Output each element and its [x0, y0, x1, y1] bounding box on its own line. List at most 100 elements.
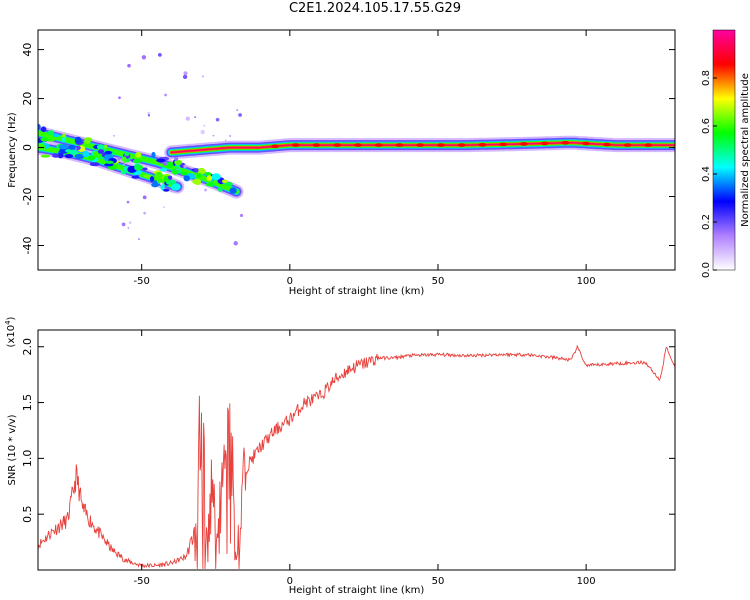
colorbar: 0.0 0.2 0.4 0.6 0.8 Normalized spectral ampli… — [701, 29, 750, 278]
spectral-speckle — [147, 111, 151, 115]
spectral-blob — [122, 156, 127, 164]
spectral-blob — [97, 149, 105, 154]
spectral-blob — [67, 144, 76, 151]
spectral-blob — [160, 183, 165, 191]
spectral-blob — [104, 163, 114, 167]
spectral-speckle — [157, 52, 162, 57]
spectral-speckle — [164, 93, 167, 97]
spectral-blob — [40, 154, 50, 158]
hot-spot — [374, 143, 383, 147]
spectral-speckle — [121, 222, 126, 227]
spectral-speckle — [224, 139, 227, 141]
spectral-blob — [82, 150, 90, 158]
hot-spot — [478, 142, 487, 147]
colorbar-tick-label: 0.4 — [701, 166, 712, 182]
hot-spot — [644, 143, 653, 147]
x-tick-label: 50 — [432, 276, 445, 287]
hot-spot — [499, 142, 508, 147]
y-tick-label: -40 — [21, 237, 34, 255]
y-tick-label: 0.5 — [21, 505, 34, 523]
spectral-blob — [74, 136, 82, 144]
snr-background — [38, 330, 675, 570]
spectral-speckle — [163, 206, 165, 209]
spectral-speckle — [233, 241, 238, 246]
y-tick-label: 0 — [21, 144, 34, 151]
y-tick-label: 1.5 — [21, 394, 34, 412]
spectral-blob — [166, 180, 172, 185]
x-tick-label: 50 — [432, 576, 445, 587]
spectral-blob — [159, 168, 168, 172]
colorbar-tick-label: 0.8 — [701, 70, 712, 86]
spectral-blob — [88, 155, 96, 161]
hot-spot — [395, 143, 404, 147]
spectral-blob — [151, 151, 156, 158]
hot-spot — [457, 143, 466, 147]
spectral-blob — [170, 183, 181, 191]
spectral-speckle — [183, 164, 187, 169]
spectral-blob — [74, 153, 85, 160]
hot-spot — [519, 142, 528, 146]
spectrogram-ylabel: Frequency (Hz) — [7, 112, 18, 188]
spectral-blob — [163, 188, 170, 192]
spectral-blob — [183, 175, 190, 182]
spectral-speckle — [137, 238, 141, 241]
hot-spot — [561, 141, 570, 145]
spectral-speckle — [204, 188, 207, 192]
spectral-speckle — [141, 55, 147, 60]
spectral-blob — [194, 178, 202, 186]
spectral-blob — [180, 171, 188, 176]
spectral-blob — [135, 152, 142, 158]
spectral-blob — [124, 152, 130, 156]
spectral-blob — [134, 164, 143, 171]
spectral-blob — [149, 176, 155, 182]
spectral-blob — [47, 130, 55, 136]
spectral-blob — [167, 175, 173, 180]
spectral-speckle — [229, 134, 232, 138]
spectrogram-frame — [37, 29, 676, 271]
spectral-speckle — [162, 161, 168, 166]
spectral-speckle — [143, 211, 146, 215]
spectral-speckle — [176, 168, 179, 171]
spectral-speckle — [128, 221, 132, 224]
spectral-speckle — [127, 63, 131, 68]
spectral-blob — [38, 123, 41, 130]
spectral-speckle — [142, 195, 147, 200]
y-tick-label: 1.0 — [21, 450, 34, 468]
x-tick-label: 100 — [577, 276, 596, 287]
spectral-blob — [196, 173, 202, 178]
colorbar-label: Normalized spectral amplitude — [740, 73, 750, 227]
spectral-blob — [142, 167, 148, 171]
colorbar-gradient — [713, 30, 735, 270]
hot-spot — [271, 144, 280, 149]
snr-series-line — [38, 345, 675, 569]
spectral-blob — [174, 159, 183, 165]
spectral-speckle — [117, 157, 121, 161]
hot-spot — [436, 143, 445, 147]
spectral-speckle — [201, 75, 204, 78]
spectral-blob — [204, 171, 212, 176]
spectral-speckle — [203, 124, 206, 127]
spectral-speckle — [236, 109, 239, 112]
spectral-blob — [211, 173, 221, 181]
spectral-blob — [38, 143, 46, 151]
hot-spot — [312, 143, 321, 147]
spectrogram-image — [38, 52, 675, 246]
spectral-blob — [221, 179, 228, 184]
spectral-blob — [40, 126, 47, 133]
spectral-blob — [132, 159, 142, 164]
spectral-speckle — [147, 114, 151, 117]
spectral-blob — [57, 152, 64, 159]
hot-spot — [353, 143, 362, 147]
colorbar-frame — [712, 29, 736, 271]
spectrogram-panel: -50 0 50 100 -40 -20 0 20 40 Height of straight l… — [7, 29, 676, 297]
spectral-speckle — [239, 213, 244, 218]
x-tick-label: 0 — [287, 276, 293, 287]
spectral-speckle — [215, 117, 220, 122]
hot-spot — [540, 141, 549, 146]
spectral-blob — [217, 186, 223, 192]
spectral-blob — [143, 174, 152, 179]
spectral-speckle — [185, 116, 190, 121]
spectral-speckle — [183, 71, 188, 76]
